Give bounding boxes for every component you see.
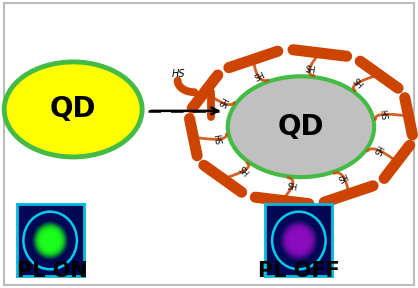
Circle shape bbox=[21, 74, 125, 145]
Circle shape bbox=[4, 62, 142, 157]
Text: HS: HS bbox=[377, 109, 387, 121]
Text: SH: SH bbox=[215, 132, 225, 144]
Circle shape bbox=[47, 92, 99, 127]
Circle shape bbox=[13, 68, 133, 151]
FancyBboxPatch shape bbox=[4, 3, 414, 285]
Text: HS: HS bbox=[238, 162, 252, 176]
Circle shape bbox=[15, 70, 130, 149]
Circle shape bbox=[4, 62, 142, 157]
Text: HS: HS bbox=[171, 69, 185, 79]
Circle shape bbox=[38, 86, 107, 133]
Text: QD: QD bbox=[278, 113, 324, 141]
Text: QD: QD bbox=[50, 95, 97, 124]
Circle shape bbox=[56, 98, 90, 121]
Circle shape bbox=[27, 78, 119, 141]
Circle shape bbox=[70, 107, 76, 111]
Text: SH: SH bbox=[350, 77, 364, 91]
Circle shape bbox=[61, 101, 84, 118]
Circle shape bbox=[33, 82, 113, 137]
Circle shape bbox=[53, 96, 93, 123]
Text: SH: SH bbox=[219, 96, 232, 110]
Circle shape bbox=[228, 76, 374, 177]
Text: HS: HS bbox=[286, 178, 298, 189]
Circle shape bbox=[50, 94, 96, 125]
Circle shape bbox=[36, 84, 110, 135]
Circle shape bbox=[24, 76, 122, 143]
Text: PL OFF: PL OFF bbox=[258, 261, 340, 281]
Circle shape bbox=[18, 72, 128, 147]
Circle shape bbox=[64, 103, 82, 115]
Text: HS: HS bbox=[335, 170, 349, 183]
Circle shape bbox=[30, 80, 116, 139]
Text: PL ON: PL ON bbox=[17, 261, 88, 281]
Circle shape bbox=[7, 64, 139, 155]
Text: SH: SH bbox=[253, 71, 267, 84]
Text: SH: SH bbox=[304, 65, 316, 75]
Circle shape bbox=[44, 90, 102, 129]
Circle shape bbox=[59, 100, 87, 119]
Circle shape bbox=[10, 66, 136, 153]
Circle shape bbox=[41, 88, 105, 131]
Text: HS: HS bbox=[370, 143, 383, 157]
Circle shape bbox=[67, 105, 79, 113]
